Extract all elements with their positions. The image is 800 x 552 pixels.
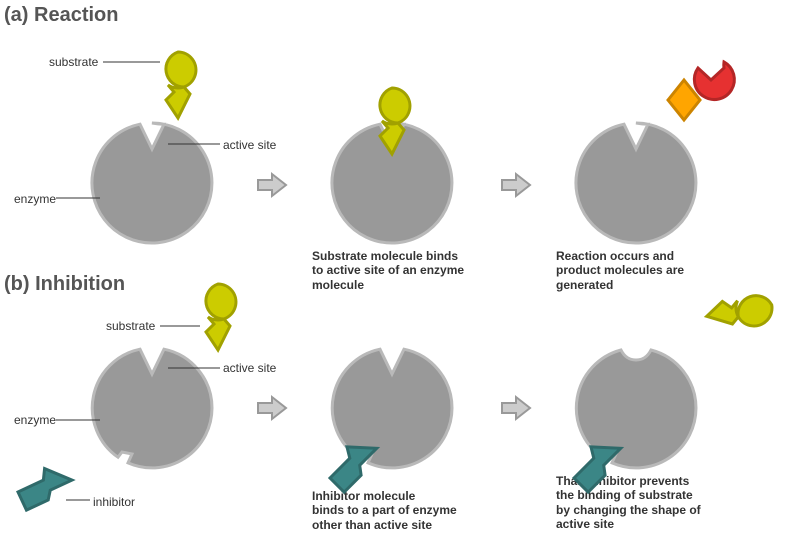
arrow-a1: [258, 174, 286, 196]
substrate-b3: [705, 293, 775, 334]
arrow-b1: [258, 397, 286, 419]
enzyme-a3: [576, 123, 696, 243]
enzyme-b1: [92, 349, 212, 468]
arrow-b2: [502, 397, 530, 419]
inhibitor-b1: [14, 460, 76, 510]
substrate-a1: [166, 52, 196, 118]
enzyme-a1: [92, 123, 212, 243]
product-red: [694, 62, 734, 100]
enzyme-diagram: [0, 0, 800, 552]
arrow-a2: [502, 174, 530, 196]
substrate-b1: [206, 284, 236, 350]
